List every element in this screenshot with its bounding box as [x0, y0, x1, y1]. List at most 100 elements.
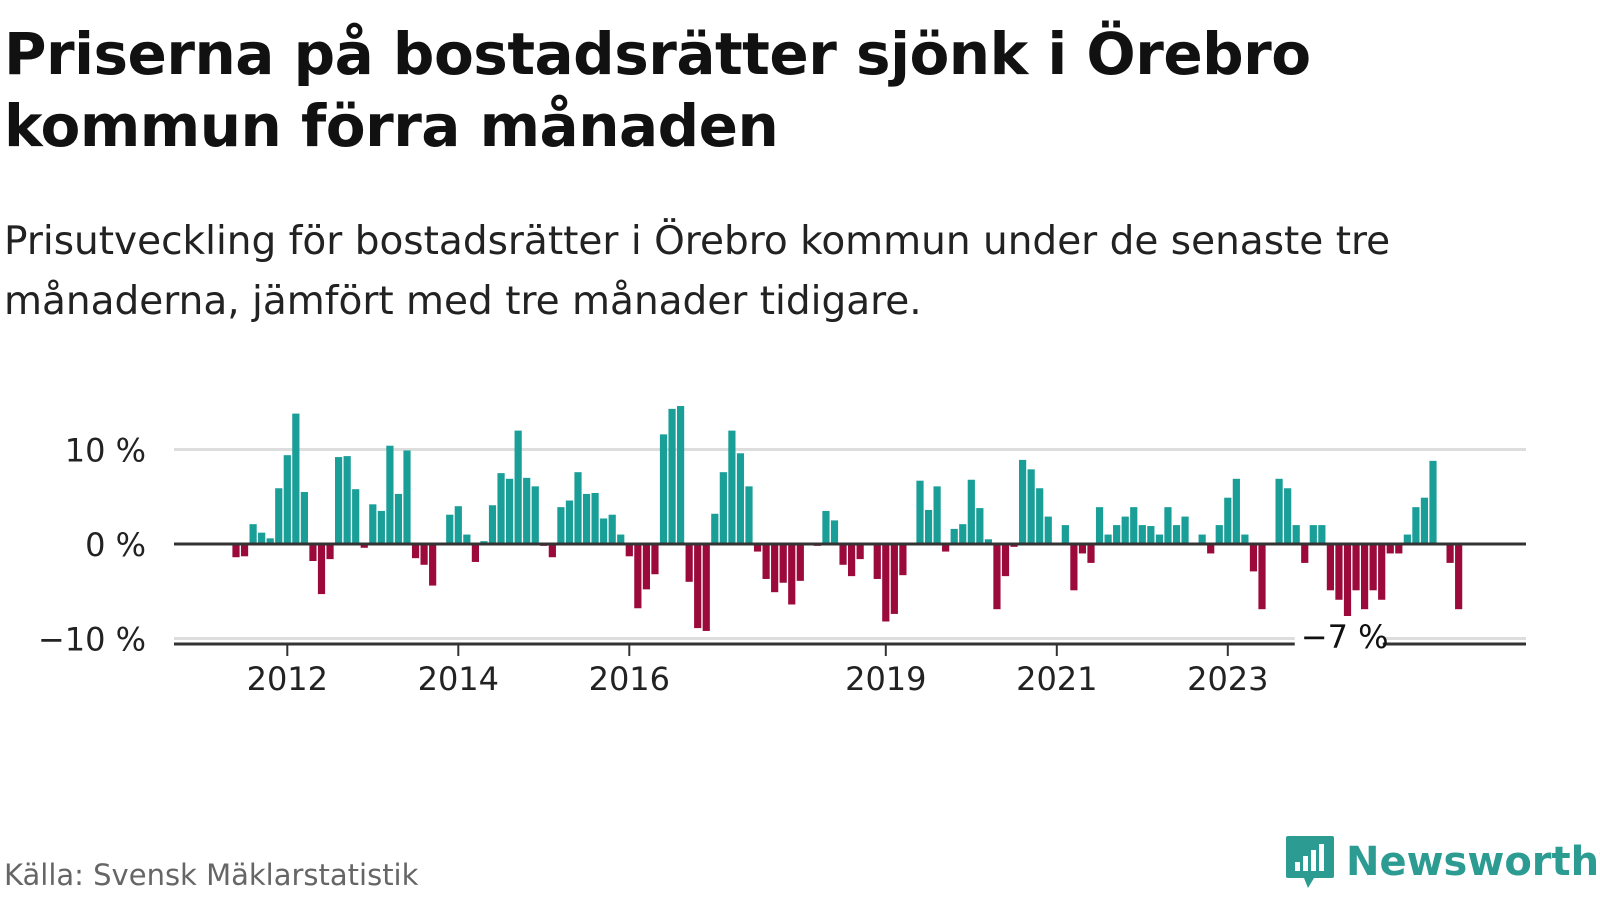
bar: [924, 509, 933, 544]
bar: [762, 544, 770, 579]
bar: [1027, 469, 1035, 544]
bar: [232, 544, 240, 558]
bar: [634, 544, 642, 609]
bar: [600, 518, 608, 545]
bar: [565, 500, 574, 544]
bar: [1343, 544, 1352, 619]
bar: [1386, 544, 1394, 554]
bar: [1241, 534, 1249, 544]
bar: [411, 544, 420, 559]
bar: [1001, 544, 1010, 577]
x-tick-label: 2021: [1016, 660, 1097, 698]
bar: [420, 544, 428, 565]
bar: [1130, 507, 1138, 544]
bar: [446, 514, 454, 544]
bar: [343, 456, 351, 544]
bar: [283, 455, 291, 544]
bar: [1078, 544, 1087, 554]
bar: [796, 544, 804, 581]
bar: [1352, 544, 1360, 591]
source-note: Källa: Svensk Mäklarstatistik: [4, 858, 419, 892]
bar: [258, 532, 266, 544]
bar: [959, 524, 967, 544]
bar: [1395, 544, 1403, 554]
bar: [830, 520, 839, 545]
bar: [497, 473, 505, 545]
chart-subtitle: Prisutveckling för bostadsrätter i Örebr…: [4, 219, 1391, 324]
bar: [240, 544, 249, 557]
x-tick-label: 2016: [589, 660, 670, 698]
bar: [993, 544, 1001, 610]
bar: [1361, 544, 1369, 610]
bar: [771, 544, 779, 593]
bar: [856, 544, 864, 560]
bar: [659, 434, 668, 544]
bar: [1292, 525, 1300, 544]
bar-chart: 10 % 0 % −10 % 2012 2014 2016 2019 2021 2023 −7 %: [38, 406, 1526, 699]
bar: [608, 514, 616, 544]
y-tick-label: 0 %: [85, 526, 146, 564]
bar: [642, 544, 650, 590]
bar: [1198, 534, 1206, 544]
labels: 10 % 0 % −10 % 2012 2014 2016 2019 2021 2023 −7 %: [38, 432, 1389, 699]
bar: [1275, 478, 1283, 544]
bar: [1215, 525, 1223, 544]
bar: [1326, 544, 1334, 591]
bar: [1155, 534, 1163, 544]
bar: [309, 544, 317, 562]
bar: [719, 472, 727, 544]
bar: [736, 453, 745, 544]
x-tick-label: 2023: [1187, 660, 1268, 698]
bar: [788, 544, 796, 605]
bar: [839, 544, 847, 565]
bar: [249, 524, 257, 544]
bars: [232, 406, 1463, 631]
bar: [1403, 534, 1411, 544]
bar: [1061, 525, 1069, 544]
bar: [317, 544, 326, 595]
bar: [1147, 526, 1155, 544]
bar: [386, 445, 394, 544]
bar: [617, 534, 625, 544]
bar: [1044, 516, 1052, 544]
y-tick-label: 10 %: [65, 432, 146, 470]
bar: [574, 472, 582, 544]
bar: [557, 507, 565, 544]
bar: [1113, 525, 1121, 544]
x-tick-label: 2012: [247, 660, 328, 698]
bar: [1318, 525, 1326, 544]
bar: [625, 544, 633, 557]
bar: [1378, 544, 1386, 600]
bar: [1019, 459, 1027, 544]
bar: [753, 544, 762, 552]
bar: [1412, 507, 1420, 544]
bar: [873, 544, 881, 579]
chart-title: Priserna på bostadsrätter sjönk i Örebro…: [4, 20, 1311, 160]
bar: [326, 544, 334, 560]
bar: [694, 544, 702, 629]
bar: [711, 513, 719, 544]
bar: [471, 544, 479, 562]
bar: [1455, 544, 1463, 610]
bar: [506, 478, 514, 544]
bar: [429, 544, 437, 586]
newsworthy-logo-icon: [1286, 836, 1334, 888]
bar: [454, 506, 462, 544]
bar: [745, 486, 753, 544]
bar: [1335, 544, 1343, 600]
bar: [1429, 460, 1437, 544]
bar: [591, 492, 599, 544]
bar: [1446, 544, 1454, 563]
bar: [1258, 544, 1266, 610]
bar: [651, 544, 659, 575]
bar: [668, 408, 676, 544]
bar: [1232, 478, 1240, 544]
bar: [976, 508, 984, 544]
bar: [369, 504, 377, 544]
last-value-annotation: −7 %: [1301, 618, 1389, 656]
bar: [1249, 544, 1258, 572]
bar: [1284, 488, 1292, 545]
bar: [1121, 516, 1129, 544]
y-tick-label: −10 %: [38, 621, 146, 659]
bar: [1369, 544, 1377, 591]
